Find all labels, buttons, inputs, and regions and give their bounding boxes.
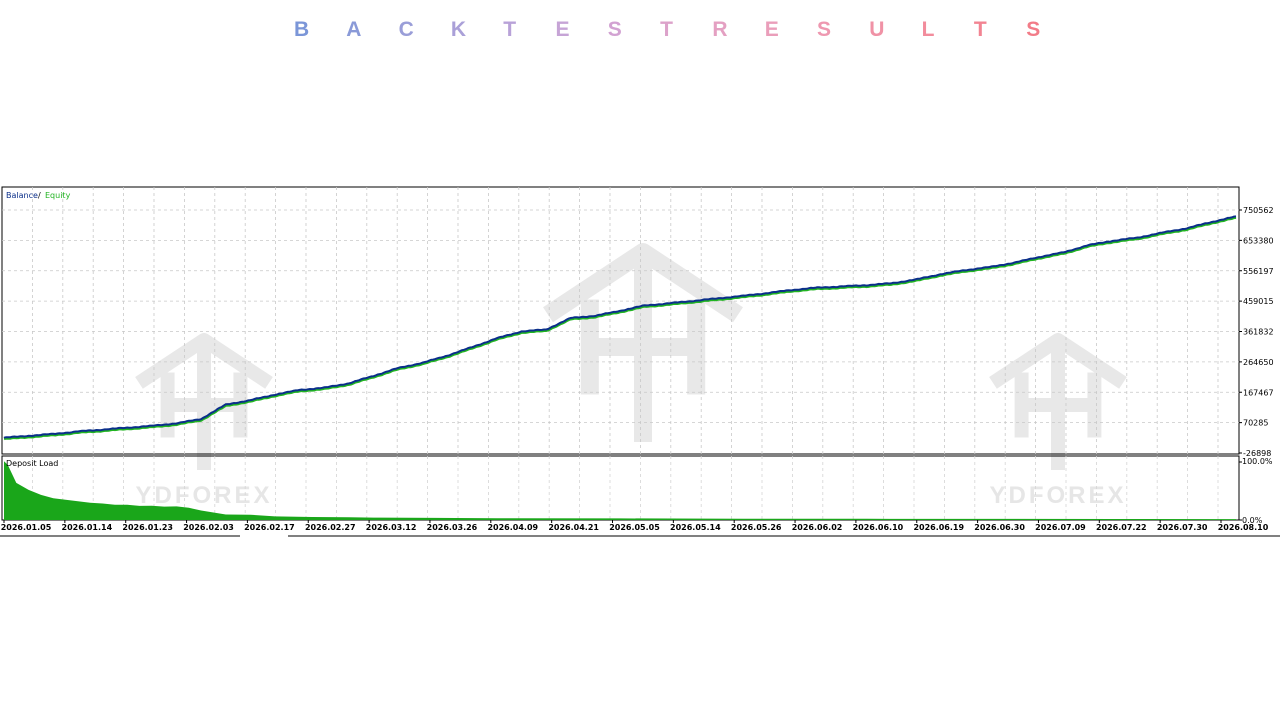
balance-panel-frame [1, 186, 1240, 455]
title-letter: B [294, 18, 310, 41]
x-tick-label: 2026.02.17 [244, 523, 295, 532]
title-letter: S [817, 18, 832, 41]
watermark-logo [135, 333, 273, 470]
y-tick-label: 653380 [1243, 236, 1274, 245]
x-tick-label: 2026.02.27 [305, 523, 356, 532]
legend-balance: Balance [6, 191, 38, 200]
x-tick-label: 2026.03.26 [427, 523, 478, 532]
x-tick-label: 2026.05.14 [670, 523, 721, 532]
title-letter: S [607, 18, 622, 41]
watermark-logo [543, 243, 743, 442]
x-tick-label: 2026.04.09 [487, 523, 538, 532]
title-letter: A [346, 18, 362, 41]
title-letter: S [1026, 18, 1041, 41]
x-tick-label: 2026.06.19 [913, 523, 964, 532]
watermark-group: YDFOREX YDFOREX [135, 243, 1127, 509]
title-letter: T [503, 18, 517, 41]
x-tick-label: 2026.01.14 [62, 523, 113, 532]
balance-y-axis: 750562 653380 556197 459015 361832 264650 1674… [1239, 206, 1274, 458]
y-tick-label: 750562 [1243, 206, 1274, 215]
x-tick-label: 2026.08.10 [1218, 523, 1269, 532]
x-tick-label: 2026.05.05 [609, 523, 660, 532]
deposit-load-area [4, 461, 1236, 520]
balance-grid [2, 187, 1239, 454]
x-tick-label: 2026.06.02 [792, 523, 843, 532]
x-tick-label: 2026.07.22 [1096, 523, 1147, 532]
title-letter: T [660, 18, 673, 41]
title-letter: R [712, 18, 728, 41]
balance-line [3, 215, 1237, 439]
x-tick-label: 2026.01.23 [122, 523, 173, 532]
title-letter: U [869, 18, 885, 41]
x-tick-label: 2026.07.09 [1035, 523, 1086, 532]
y-tick-label: 70285 [1243, 419, 1268, 428]
legend-equity: Equity [45, 191, 71, 200]
watermark-text: YDFOREX [989, 482, 1126, 509]
title-letter: E [555, 18, 570, 41]
x-tick-label: 2026.03.12 [366, 523, 417, 532]
title-letter: K [450, 18, 467, 41]
y-tick-label: 556197 [1243, 267, 1274, 276]
deposit-load-grid [32, 456, 1242, 521]
legend-separator: / [38, 191, 41, 200]
x-tick-label: 2026.04.21 [548, 523, 599, 532]
watermark-text: YDFOREX [135, 482, 272, 509]
y-tick-label: 264650 [1243, 358, 1274, 367]
y-tick-label: 459015 [1243, 297, 1274, 306]
x-tick-label: 2026.02.03 [183, 523, 234, 532]
title-letter: L [921, 18, 935, 41]
x-tick-label: 2026.06.10 [853, 523, 904, 532]
y-tick-label: 167467 [1243, 388, 1274, 397]
y-tick-label: 361832 [1243, 328, 1274, 337]
deposit-load-max-tick: 100.0% [1242, 457, 1273, 466]
x-tick-label: 2026.06.30 [974, 523, 1025, 532]
x-tick-label: 2026.05.26 [731, 523, 782, 532]
title-letter: C [398, 18, 414, 41]
watermark-logo [989, 333, 1127, 470]
title-letter: T [973, 18, 987, 41]
deposit-load-title: Deposit Load [6, 459, 58, 468]
title-letter: E [764, 18, 779, 41]
deposit-load-min-tick: 0.0% [1242, 516, 1263, 525]
x-tick-label: 2026.01.05 [1, 523, 52, 532]
y-tick-label: -26898 [1243, 449, 1271, 458]
date-axis: 2026.01.05 2026.01.14 2026.01.23 2026.02.03… [1, 520, 1269, 532]
x-tick-label: 2026.07.30 [1157, 523, 1208, 532]
